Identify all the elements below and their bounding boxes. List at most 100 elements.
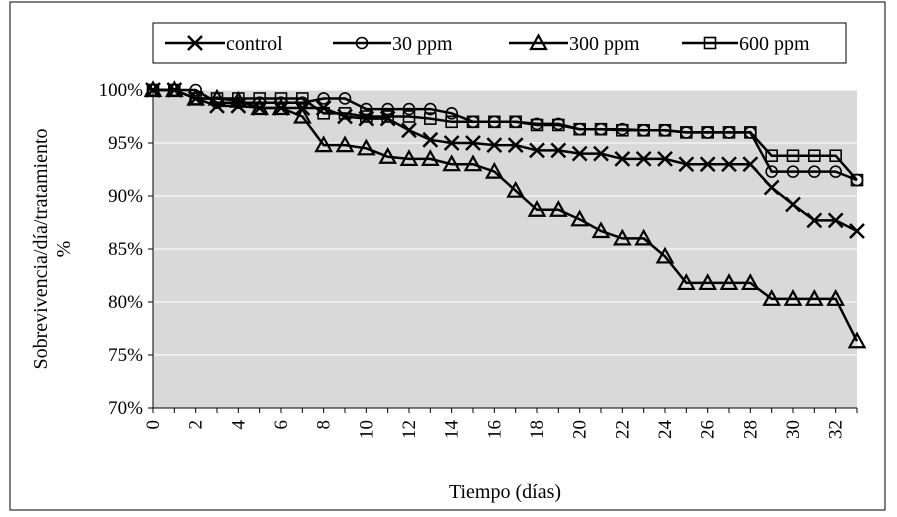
data-point [164, 80, 184, 98]
y-axis-title-line2: % [53, 241, 75, 258]
data-point [360, 102, 373, 116]
data-point [614, 151, 631, 167]
square-marker [744, 126, 757, 139]
y-tick-label: 80% [108, 292, 143, 313]
legend-sample-300-ppm [509, 33, 568, 51]
triangle-marker [612, 228, 632, 246]
square-marker [637, 123, 650, 137]
y-tick-label: 75% [108, 345, 143, 366]
data-point [465, 135, 481, 151]
data-point [402, 102, 416, 116]
legend-sample-30-ppm [333, 36, 391, 50]
data-point [379, 110, 396, 127]
circle-marker [381, 102, 394, 116]
triangle-marker [356, 138, 376, 156]
legend-label-600ppm: 600 ppm [739, 33, 810, 55]
triangle-marker [292, 106, 312, 124]
y-tick-label: 95% [108, 133, 143, 154]
data-point [612, 228, 632, 246]
square-marker [466, 115, 480, 129]
x-marker-stroke [806, 212, 823, 229]
data-point [591, 221, 611, 239]
x-marker-stroke [379, 110, 396, 127]
data-point [424, 112, 437, 125]
triangle-marker [529, 33, 548, 51]
x-marker-stroke [422, 131, 439, 148]
data-point [424, 102, 437, 116]
data-point [463, 154, 483, 172]
data-point [850, 173, 864, 187]
x-tick-label: 24 [655, 420, 676, 440]
data-point [507, 137, 524, 154]
data-point [808, 165, 821, 178]
square-marker [274, 92, 288, 105]
grid-lines [153, 89, 857, 356]
legend-sample-control [165, 35, 225, 51]
data-point [445, 115, 458, 129]
data-point [552, 118, 565, 132]
triangle-marker [335, 135, 355, 153]
triangle-marker [548, 200, 568, 217]
x-tick-label: 10 [356, 420, 377, 439]
axes [148, 89, 858, 413]
triangle-marker [527, 200, 547, 217]
data-point [804, 289, 824, 306]
series-600-ppm [146, 83, 864, 187]
data-point [548, 200, 568, 217]
data-point [573, 122, 586, 136]
data-point [616, 123, 629, 137]
triangle-marker [378, 147, 398, 164]
data-point [466, 115, 480, 129]
legend-label-30ppm: 30 ppm [392, 33, 453, 55]
legend-sample-600-ppm [682, 36, 738, 50]
circle-marker [829, 165, 842, 178]
x-marker-stroke [742, 156, 759, 173]
triangle-marker [847, 331, 867, 349]
square-marker [829, 149, 842, 163]
data-point [143, 80, 163, 98]
triangle-marker [420, 149, 440, 166]
x-marker-stroke [678, 156, 695, 173]
x-marker-stroke [635, 151, 652, 167]
x-marker-stroke [337, 108, 353, 125]
data-point [680, 126, 693, 139]
x-tick-label: 16 [484, 420, 505, 439]
data-point [765, 165, 778, 178]
data-point [292, 106, 312, 124]
square-marker [616, 123, 629, 137]
triangle-marker [399, 149, 419, 166]
x-tick-label: 26 [698, 420, 719, 439]
x-marker-stroke [486, 137, 503, 154]
data-point [360, 110, 373, 123]
data-point [296, 92, 309, 105]
x-tick-label: 12 [399, 420, 420, 439]
data-point [740, 273, 760, 291]
data-point [228, 90, 248, 108]
data-point [658, 123, 672, 137]
x-marker-stroke [657, 151, 673, 167]
triangle-marker [164, 80, 184, 98]
data-point [399, 149, 419, 166]
data-point [529, 142, 545, 159]
data-point [676, 273, 696, 291]
x-tick-label: 20 [570, 420, 591, 439]
x-tick-label: 2 [186, 420, 207, 430]
square-marker [722, 126, 736, 139]
data-point [186, 88, 206, 106]
data-point [594, 122, 608, 136]
legend-label-control: control [226, 33, 283, 55]
triangle-marker [826, 289, 846, 306]
square-marker [253, 92, 266, 105]
x-tick-label: 30 [783, 420, 804, 439]
x-tick-label: 4 [228, 420, 249, 430]
data-point [250, 98, 270, 116]
x-marker-stroke [763, 179, 780, 196]
data-point [570, 209, 590, 227]
data-point [315, 100, 332, 116]
data-point [271, 98, 291, 116]
data-point [655, 246, 675, 264]
data-point [484, 161, 504, 179]
circle-marker [317, 92, 330, 105]
x-marker-stroke [785, 196, 801, 213]
x-marker-stroke [465, 135, 481, 151]
